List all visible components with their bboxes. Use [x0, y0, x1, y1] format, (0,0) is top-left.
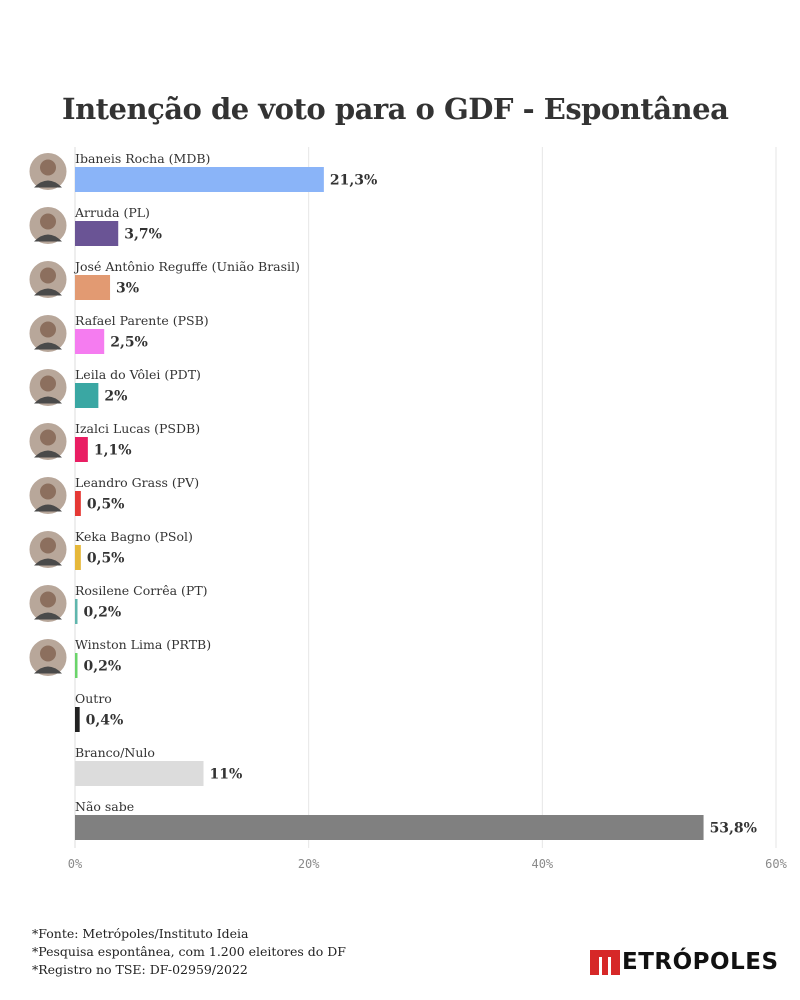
footer-notes: *Fonte: Metrópoles/Instituto Ideia *Pesq…	[32, 925, 346, 979]
bar-value-label: 0,2%	[84, 659, 122, 675]
bar	[75, 707, 80, 732]
bar	[75, 545, 81, 570]
bar-category-label: Branco/Nulo	[75, 745, 155, 760]
bar-value-label: 2%	[104, 389, 127, 405]
bar-category-label: José Antônio Reguffe (União Brasil)	[73, 259, 300, 274]
avatar-head	[40, 321, 56, 338]
avatar-body	[34, 558, 62, 566]
bar-value-label: 11%	[210, 767, 243, 783]
avatar-body	[34, 180, 62, 188]
bar	[75, 221, 119, 246]
bar	[75, 275, 111, 300]
avatar-body	[34, 342, 62, 350]
avatar-head	[40, 375, 56, 392]
bar-category-label: Ibaneis Rocha (MDB)	[75, 151, 210, 166]
avatar-head	[40, 267, 56, 284]
bar	[75, 653, 78, 678]
bar-value-label: 3,7%	[124, 227, 162, 243]
bar	[75, 599, 78, 624]
bar-value-label: 0,4%	[86, 713, 124, 729]
avatar-body	[34, 288, 62, 296]
bar-value-label: 3%	[116, 281, 139, 297]
bar-category-label: Izalci Lucas (PSDB)	[75, 421, 200, 436]
footer-registry: *Registro no TSE: DF-02959/2022	[32, 962, 248, 977]
bar	[75, 761, 204, 786]
footer-method: *Pesquisa espontânea, com 1.200 eleitore…	[32, 944, 346, 959]
bar	[75, 815, 704, 840]
bar-chart: 0% 20% 40% 60% Ibaneis Rocha (MDB) 21,3% Arrud…	[28, 147, 788, 871]
avatar-head	[40, 537, 56, 554]
x-tick-label: 60%	[765, 857, 787, 871]
bar	[75, 383, 99, 408]
chart-title: Intenção de voto para o GDF - Espontânea	[62, 92, 729, 126]
avatar-head	[40, 645, 56, 662]
bar	[75, 329, 105, 354]
bar	[75, 167, 324, 192]
avatar-head	[40, 213, 56, 230]
bar-category-label: Leila do Vôlei (PDT)	[75, 367, 201, 382]
bar-category-label: Leandro Grass (PV)	[75, 475, 199, 490]
logo-text: ETRÓPOLES	[622, 949, 779, 975]
avatar-head	[40, 591, 56, 608]
avatar-body	[34, 450, 62, 458]
bar-category-label: Keka Bagno (PSol)	[75, 529, 193, 544]
bar-value-label: 1,1%	[94, 443, 132, 459]
bar	[75, 491, 81, 516]
footer-source: *Fonte: Metrópoles/Instituto Ideia	[32, 926, 249, 941]
avatar-head	[40, 483, 56, 500]
bar-category-label: Não sabe	[75, 799, 134, 814]
bar-value-label: 53,8%	[710, 821, 757, 837]
bar-category-label: Rosilene Corrêa (PT)	[75, 583, 208, 598]
avatar-body	[34, 666, 62, 674]
bar-value-label: 0,5%	[87, 551, 125, 567]
x-tick-label: 0%	[68, 857, 83, 871]
metropoles-logo: ETRÓPOLES	[590, 946, 779, 978]
avatar-body	[34, 396, 62, 404]
bar-category-label: Rafael Parente (PSB)	[75, 313, 209, 328]
bar-value-label: 2,5%	[110, 335, 148, 351]
avatar-body	[34, 234, 62, 242]
bar-value-label: 21,3%	[330, 173, 377, 189]
bar-category-label: Winston Lima (PRTB)	[75, 637, 211, 652]
bar-value-label: 0,2%	[84, 605, 122, 621]
bar	[75, 437, 88, 462]
logo-m-mark	[590, 950, 620, 975]
avatar-head	[40, 429, 56, 446]
bar-category-label: Outro	[75, 691, 112, 706]
avatar-body	[34, 612, 62, 620]
avatar-head	[40, 159, 56, 176]
bar-category-label: Arruda (PL)	[74, 205, 150, 220]
bar-value-label: 0,5%	[87, 497, 125, 513]
x-tick-label: 40%	[531, 857, 553, 871]
avatar-body	[34, 504, 62, 512]
x-tick-label: 20%	[298, 857, 320, 871]
